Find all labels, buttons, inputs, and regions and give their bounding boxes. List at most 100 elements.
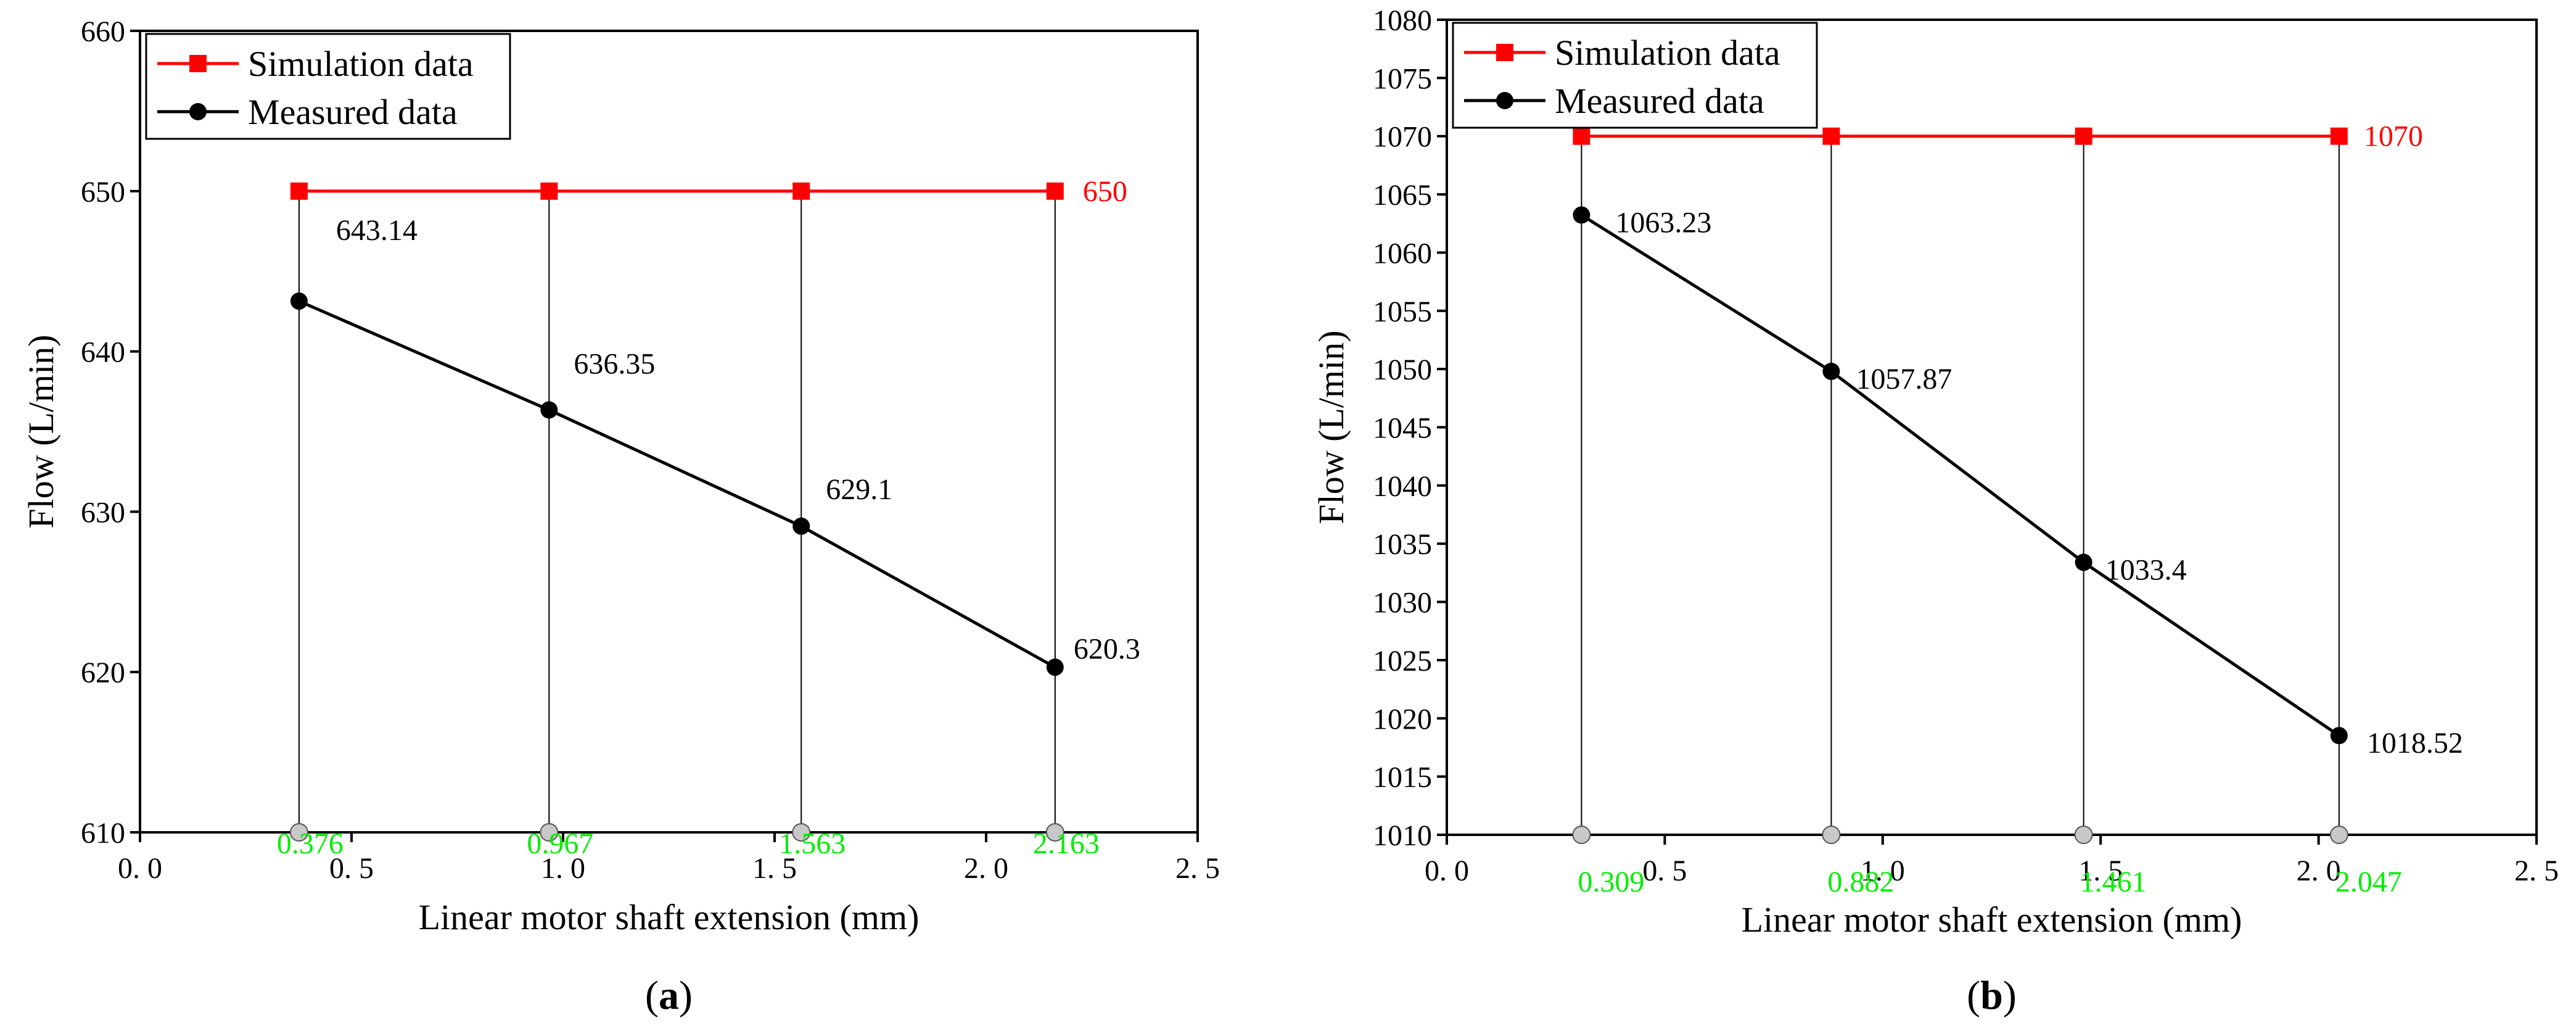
x-axis-title: Linear motor shaft extension (mm) xyxy=(1742,900,2242,940)
x-tick-label: 1. 0 xyxy=(541,852,585,885)
legend-label: Simulation data xyxy=(248,44,474,84)
x-position-label: 0.882 xyxy=(1827,866,1894,898)
legend-marker xyxy=(1496,92,1513,109)
x-position-label: 0.967 xyxy=(527,827,593,860)
panel-paren-open: ( xyxy=(1967,973,1980,1018)
y-tick-label: 620 xyxy=(81,656,125,689)
y-tick-label: 1020 xyxy=(1373,703,1432,735)
measured-point xyxy=(2330,727,2348,745)
axis-position-marker xyxy=(1045,823,1064,842)
x-tick-label: 0. 5 xyxy=(329,852,374,885)
series-line-measured xyxy=(298,299,1056,669)
x-position-label: 0.376 xyxy=(277,827,344,860)
y-tick-label: 650 xyxy=(81,176,125,209)
x-position-label: 2.163 xyxy=(1033,827,1100,860)
y-tick-label: 1035 xyxy=(1373,528,1432,561)
x-tick-label: 1. 0 xyxy=(1861,855,1905,887)
chart-panel-a: 610 620 630 640 650 660 0. 0 0. 5 1. 0 1. 5 2. 0 2.… xyxy=(21,15,1220,1018)
legend-label: Measured data xyxy=(248,92,458,132)
simulation-point xyxy=(1046,182,1064,200)
simulation-point xyxy=(1573,127,1590,145)
x-tick-label: 0. 0 xyxy=(118,852,162,885)
x-axis-title: Linear motor shaft extension (mm) xyxy=(419,897,920,937)
axis-position-marker xyxy=(1572,826,1591,844)
panel-letter: a xyxy=(659,973,679,1018)
axis-position-marker xyxy=(289,823,308,842)
axis-position-marker xyxy=(2074,826,2093,844)
simulation-point xyxy=(1822,127,1840,145)
y-axis-title: Flow (L/min) xyxy=(21,334,61,528)
panel-paren-close: ) xyxy=(2003,973,2017,1018)
simulation-point xyxy=(2330,127,2348,145)
y-tick-label: 630 xyxy=(81,496,125,529)
y-tick-label: 640 xyxy=(81,336,125,369)
legend-label: Measured data xyxy=(1555,81,1764,121)
y-axis-title: Flow (L/min) xyxy=(1311,330,1351,524)
x-position-label: 2.047 xyxy=(2335,866,2402,898)
y-tick-label: 1060 xyxy=(1373,237,1432,270)
measured-point xyxy=(1573,206,1590,224)
panel-label: (a) xyxy=(645,973,693,1018)
simulation-point xyxy=(540,182,558,200)
measured-point xyxy=(290,292,308,310)
panel-letter: b xyxy=(1980,973,2003,1018)
legend-marker xyxy=(189,103,207,120)
simulation-point xyxy=(2075,127,2092,145)
y-tick-label: 1010 xyxy=(1373,819,1432,852)
axis-position-marker xyxy=(540,823,559,842)
y-tick-label: 1080 xyxy=(1373,4,1432,37)
y-tick-label: 1045 xyxy=(1373,412,1432,445)
y-tick-label: 1070 xyxy=(1373,121,1432,154)
x-tick-label: 2. 0 xyxy=(2297,855,2341,887)
simulation-value-label: 650 xyxy=(1083,175,1127,208)
x-tick-label: 1. 5 xyxy=(2078,855,2123,887)
y-tick-label: 1015 xyxy=(1373,761,1432,794)
chart-panel-b: 1010 1015 1020 1025 1030 1035 1040 1045 1050 1055… xyxy=(1311,4,2559,1018)
x-tick-label: 0. 0 xyxy=(1425,855,1469,887)
data-value-label: 636.35 xyxy=(574,347,655,380)
series-line-measured xyxy=(1581,213,2340,737)
measured-point xyxy=(1822,362,1840,380)
y-tick-label: 660 xyxy=(81,15,125,48)
legend-marker xyxy=(1496,44,1513,61)
measured-point xyxy=(540,401,558,419)
y-tick-label: 1040 xyxy=(1373,470,1432,503)
axis-position-marker xyxy=(1822,826,1841,844)
data-value-label: 629.1 xyxy=(826,473,892,506)
panel-paren-close: ) xyxy=(679,973,693,1018)
simulation-value-label: 1070 xyxy=(2364,120,2423,153)
measured-point xyxy=(1046,658,1064,676)
data-value-label: 1057.87 xyxy=(1856,363,1952,395)
y-tick-label: 1030 xyxy=(1373,587,1432,619)
y-tick-label: 1065 xyxy=(1373,179,1432,212)
axis-position-marker xyxy=(2329,826,2348,844)
data-value-label: 620.3 xyxy=(1074,632,1140,665)
legend-box xyxy=(145,33,511,140)
axis-position-marker xyxy=(792,823,811,842)
x-position-label: 1.563 xyxy=(779,827,846,860)
simulation-point xyxy=(290,182,308,200)
legend-label: Simulation data xyxy=(1555,33,1780,73)
data-value-label: 1063.23 xyxy=(1615,206,1711,239)
data-value-label: 643.14 xyxy=(336,214,418,247)
data-value-label: 1018.52 xyxy=(2367,727,2463,760)
x-position-label: 0.309 xyxy=(1578,866,1644,898)
legend-marker xyxy=(189,55,207,72)
x-position-label: 1.461 xyxy=(2080,866,2147,898)
simulation-point xyxy=(792,182,810,200)
x-tick-label: 2. 5 xyxy=(1175,852,1220,885)
x-tick-label: 0. 5 xyxy=(1642,855,1687,887)
plot-frame xyxy=(139,30,1199,834)
x-tick-label: 2. 5 xyxy=(2514,855,2559,887)
y-tick-label: 1075 xyxy=(1373,62,1432,95)
x-tick-label: 1. 5 xyxy=(752,852,797,885)
measured-point xyxy=(792,517,810,535)
legend-box xyxy=(1452,22,1818,129)
y-tick-label: 1055 xyxy=(1373,296,1432,328)
panel-label: (b) xyxy=(1967,973,2017,1018)
panel-paren-open: ( xyxy=(645,973,659,1018)
x-tick-label: 2. 0 xyxy=(964,852,1008,885)
y-tick-label: 1050 xyxy=(1373,354,1432,386)
y-tick-label: 610 xyxy=(81,817,125,850)
